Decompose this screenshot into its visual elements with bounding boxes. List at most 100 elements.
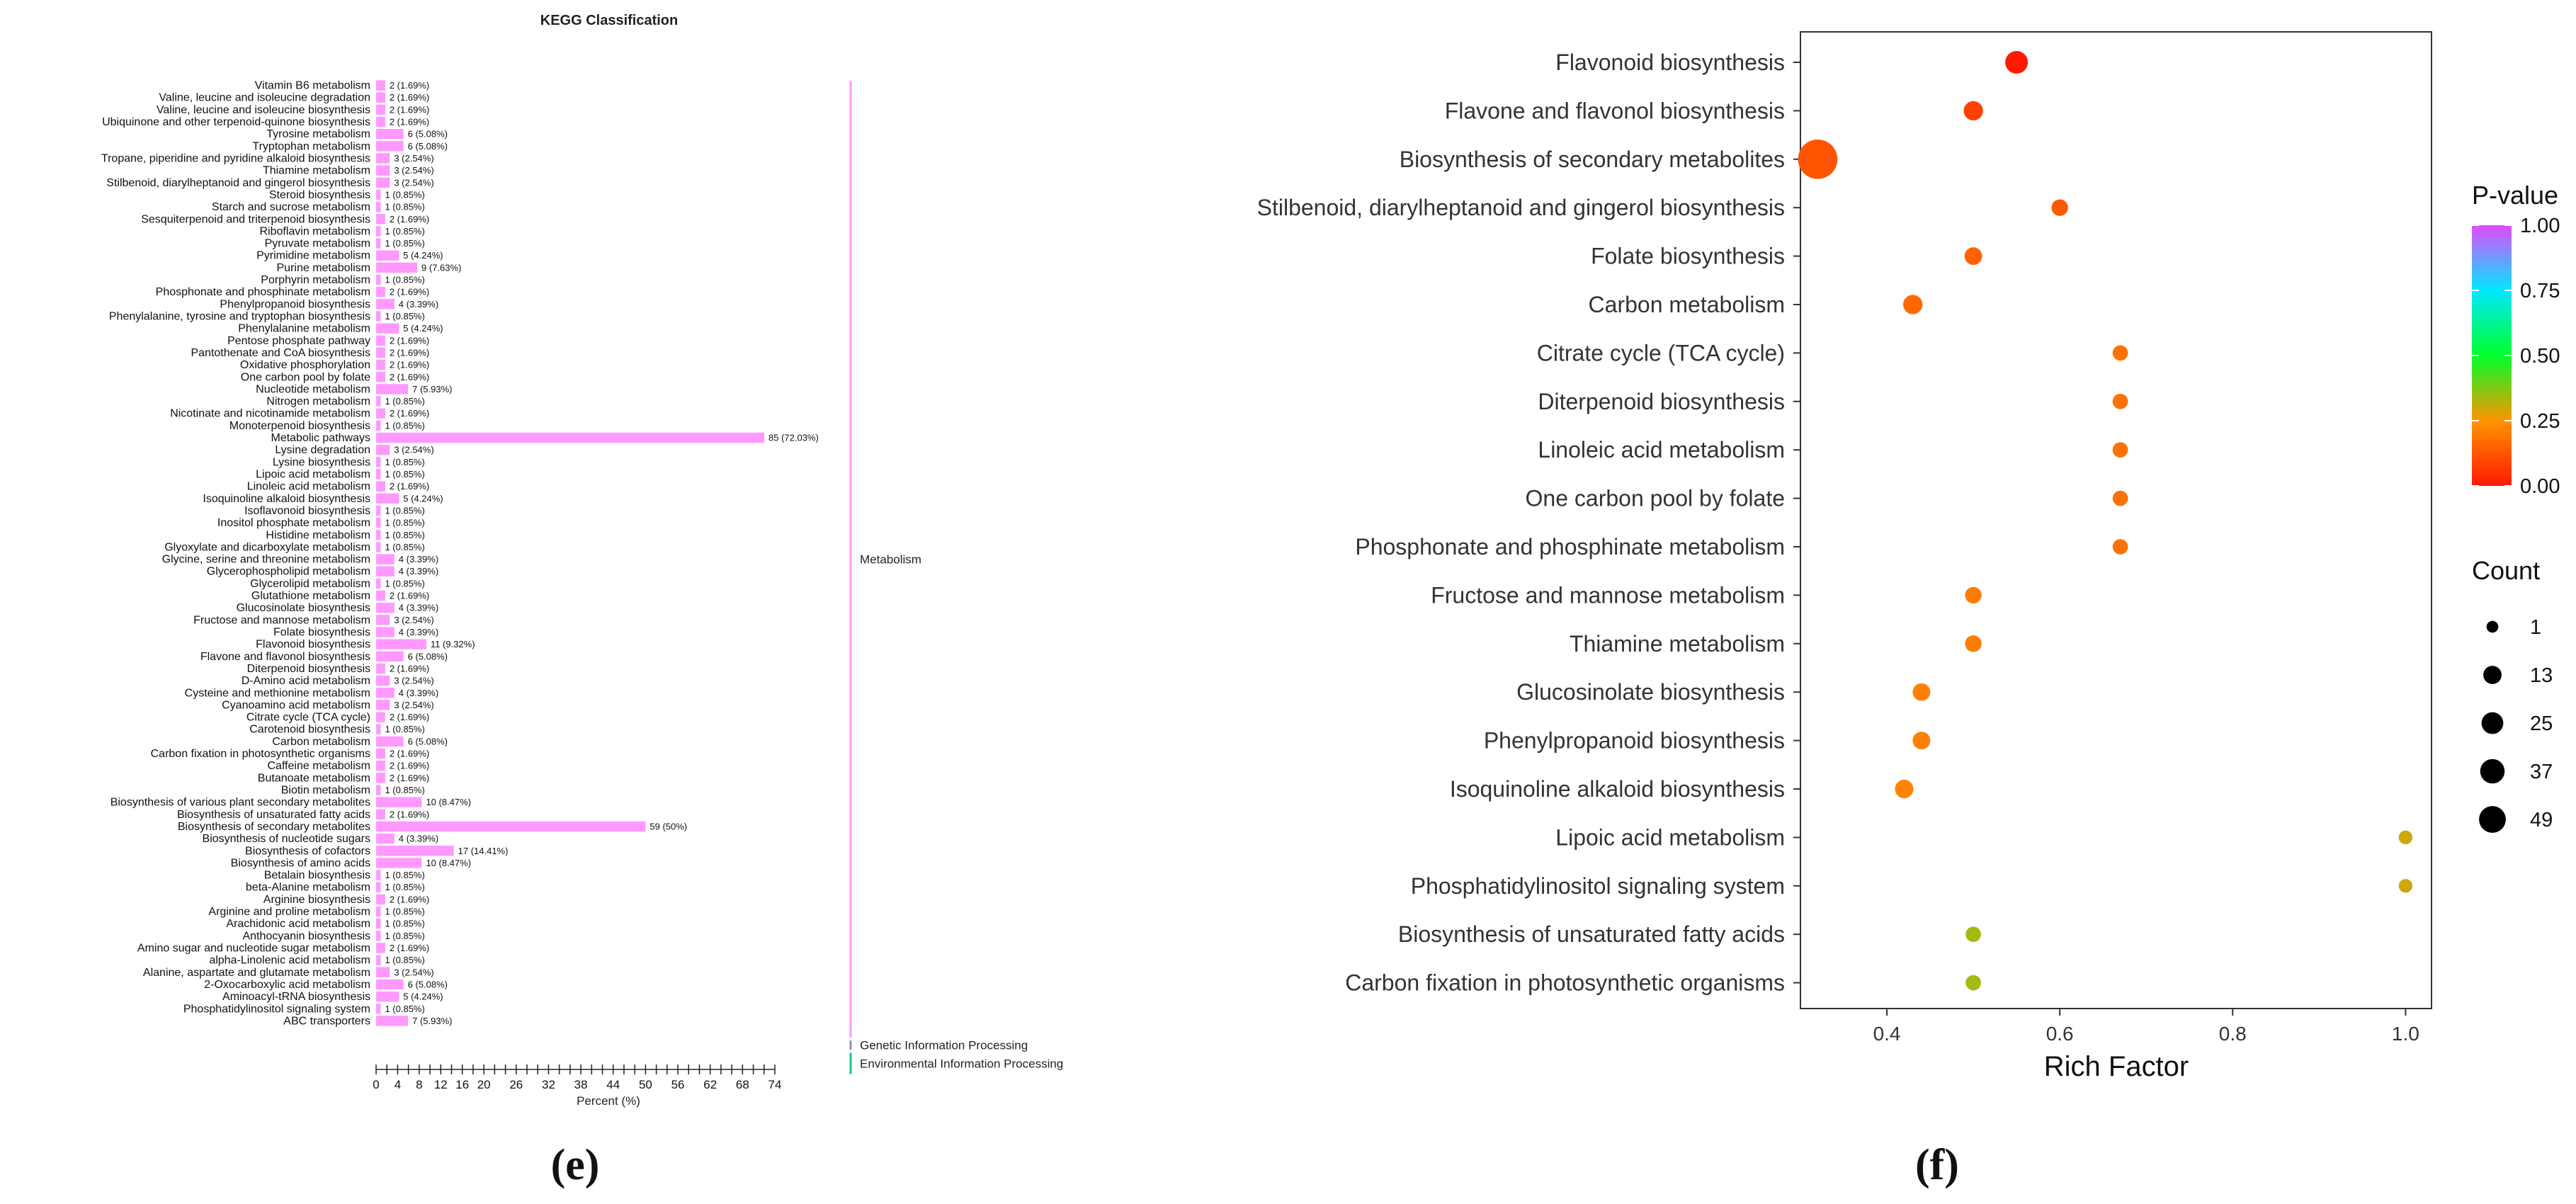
kegg-category-label: Biotin metabolism [281, 785, 370, 797]
p-value-tick-label: 1.00 [2520, 215, 2560, 237]
kegg-bar [376, 675, 390, 686]
kegg-bar-value-label: 1 (0.85%) [385, 457, 424, 467]
kegg-bar-value-label: 1 (0.85%) [385, 907, 424, 917]
bubble-plot-frame [1800, 31, 2432, 1009]
kegg-bar [376, 542, 381, 552]
kegg-category-label: Ubiquinone and other terpenoid-quinone b… [102, 116, 370, 128]
kegg-category-label: Vitamin B6 metabolism [255, 80, 370, 92]
kegg-bar [376, 979, 404, 990]
count-legend-label: 49 [2530, 809, 2553, 831]
kegg-bar-value-label: 1 (0.85%) [385, 226, 424, 237]
kegg-category-label: Phosphonate and phosphinate metabolism [156, 286, 370, 298]
kegg-x-tick-label: 56 [671, 1078, 685, 1091]
count-legend-items: 1 13 25 37 49 [2479, 616, 2553, 833]
kegg-bar [376, 262, 418, 273]
kegg-bar-value-label: 2 (1.69%) [390, 663, 429, 674]
kegg-category-label: Pyrimidine metabolism [256, 250, 370, 262]
kegg-bar-value-label: 1 (0.85%) [385, 202, 424, 212]
kegg-category-label: Nucleotide metabolism [256, 383, 370, 395]
kegg-bar-value-label: 4 (3.39%) [399, 566, 438, 577]
kegg-category-label: Biosynthesis of unsaturated fatty acids [177, 809, 370, 821]
p-value-legend: P-value 1.00 0.75 0.50 0.25 0.00 [2472, 181, 2560, 498]
count-legend-dot [2483, 666, 2502, 684]
kegg-bar [376, 80, 385, 91]
kegg-category-label: Sesquiterpenoid and triterpenoid biosynt… [141, 213, 370, 225]
kegg-x-tick-label: 20 [477, 1078, 491, 1091]
kegg-x-tick-label: 16 [455, 1078, 469, 1091]
bubble-category-label: Flavone and flavonol biosynthesis [1445, 98, 1785, 123]
bubble-category-label: Biosynthesis of secondary metabolites [1400, 147, 1785, 172]
bubble-category-label: Lipoic acid metabolism [1555, 824, 1785, 850]
kegg-bar [376, 238, 381, 249]
kegg-bar-value-label: 2 (1.69%) [390, 761, 429, 771]
kegg-category-label: Thiamine metabolism [263, 165, 370, 177]
kegg-category-label: Biosynthesis of nucleotide sugars [203, 833, 370, 845]
bubble-point [1965, 586, 1982, 604]
kegg-bar [376, 602, 395, 613]
kegg-category-label: Betalain biosynthesis [264, 870, 370, 882]
kegg-x-tick-label: 8 [416, 1078, 422, 1091]
bubble-category-label: Phosphonate and phosphinate metabolism [1355, 534, 1785, 560]
p-value-legend-title: P-value [2472, 181, 2558, 210]
kegg-bar [376, 104, 385, 115]
kegg-bar-value-label: 1 (0.85%) [385, 420, 424, 431]
kegg-bar [376, 201, 381, 212]
kegg-bar-value-label: 1 (0.85%) [385, 955, 424, 965]
kegg-category-label: Glycerophospholipid metabolism [207, 566, 370, 578]
kegg-bar-value-label: 10 (8.47%) [426, 797, 471, 807]
kegg-category-label: Biosynthesis of secondary metabolites [178, 821, 370, 833]
kegg-bar-value-label: 4 (3.39%) [399, 688, 438, 698]
count-legend-dot [2486, 620, 2499, 633]
kegg-category-label: alpha-Linolenic acid metabolism [209, 955, 370, 967]
kegg-bar [376, 432, 765, 443]
kegg-bar [376, 372, 385, 382]
count-legend-label: 13 [2530, 664, 2553, 687]
kegg-bar [376, 748, 385, 759]
kegg-bar [376, 615, 390, 625]
bubble-category-label: Isoquinoline alkaloid biosynthesis [1450, 776, 1785, 802]
kegg-bar-value-label: 1 (0.85%) [385, 396, 424, 407]
kegg-bar [376, 481, 385, 492]
bubble-point [2112, 490, 2128, 506]
kegg-bar [376, 918, 381, 929]
kegg-bar-value-label: 6 (5.08%) [408, 129, 448, 140]
kegg-bar-value-label: 5 (4.24%) [403, 493, 443, 504]
kegg-bar [376, 712, 385, 722]
kegg-bar [376, 250, 399, 261]
kegg-category-label: Monoterpenoid biosynthesis [229, 420, 370, 432]
kegg-bar [376, 323, 399, 334]
kegg-category-label: Lysine degradation [275, 444, 370, 456]
kegg-bar [376, 894, 385, 905]
kegg-category-label: Inositol phosphate metabolism [217, 517, 370, 529]
kegg-category-label: Folate biosynthesis [273, 627, 370, 639]
kegg-category-label: Diterpenoid biosynthesis [247, 663, 370, 675]
kegg-bar-value-label: 1 (0.85%) [385, 1004, 424, 1014]
kegg-category-label: Nitrogen metabolism [266, 396, 370, 408]
p-value-legend-ticks: 1.00 0.75 0.50 0.25 0.00 [2472, 215, 2560, 498]
kegg-bar-value-label: 9 (7.63%) [421, 262, 461, 273]
kegg-bar-value-label: 2 (1.69%) [390, 408, 429, 419]
kegg-category-label: Valine, leucine and isoleucine biosynthe… [157, 104, 370, 116]
kegg-bar-value-label: 2 (1.69%) [390, 809, 429, 819]
bubble-category-label: Thiamine metabolism [1570, 631, 1785, 657]
kegg-group-label: Genetic Information Processing [860, 1039, 1028, 1052]
kegg-bar [376, 1016, 409, 1026]
kegg-bar [376, 870, 381, 880]
kegg-x-tick-label: 74 [768, 1078, 782, 1091]
kegg-bar [376, 335, 385, 346]
bubble-category-label: Fructose and mannose metabolism [1431, 582, 1785, 608]
kegg-bar [376, 809, 385, 820]
kegg-category-label: Flavonoid biosynthesis [256, 639, 370, 651]
enrichment-bubble-panel: Flavonoid biosynthesis Flavone and flavon… [1257, 31, 2560, 1189]
kegg-bar-value-label: 2 (1.69%) [390, 372, 429, 382]
bubble-category-label: Carbon metabolism [1589, 292, 1785, 317]
bubble-x-tick-label: 0.4 [1873, 1023, 1901, 1045]
kegg-bar-value-label: 3 (2.54%) [394, 445, 433, 455]
kegg-bar-value-label: 1 (0.85%) [385, 518, 424, 528]
kegg-category-label: Stilbenoid, diarylheptanoid and gingerol… [106, 177, 370, 189]
bubble-x-tick-label: 0.6 [2046, 1023, 2074, 1045]
bubble-category-label: Phosphatidylinositol signaling system [1411, 873, 1785, 899]
kegg-bar [376, 700, 390, 710]
kegg-bar-value-label: 2 (1.69%) [390, 360, 429, 370]
